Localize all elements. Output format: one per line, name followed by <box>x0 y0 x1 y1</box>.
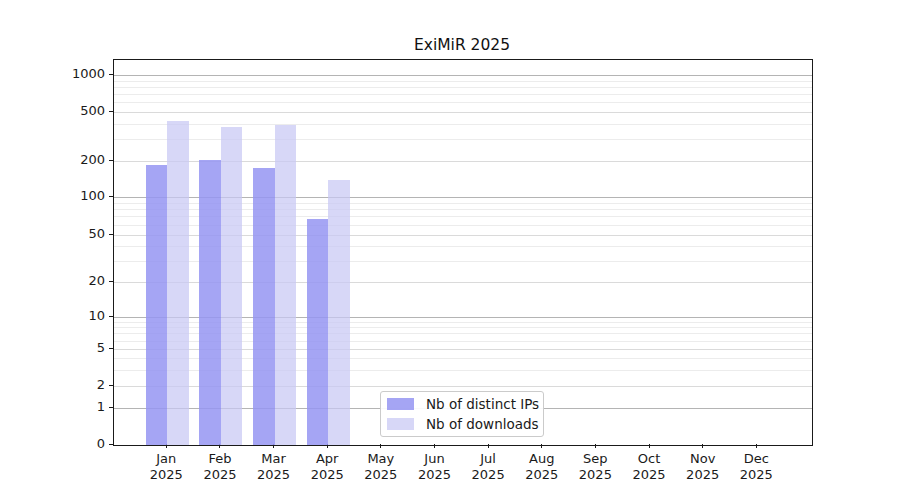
chart-title: ExiMiR 2025 <box>113 36 811 54</box>
x-tick-year: 2025 <box>460 467 516 483</box>
bar-apr-distinct-ips <box>307 219 329 445</box>
y-tick-mark-100 <box>109 196 113 197</box>
bar-feb-downloads <box>221 127 243 445</box>
x-tick-year: 2025 <box>138 467 194 483</box>
legend: Nb of distinct IPs Nb of downloads <box>380 391 544 437</box>
y-tick-mark-1000 <box>109 74 113 75</box>
x-tick-label-9: Oct2025 <box>621 451 677 483</box>
x-tick-label-4: May2025 <box>353 451 409 483</box>
x-tick-label-6: Jul2025 <box>460 451 516 483</box>
x-tick-year: 2025 <box>567 467 623 483</box>
x-tick-label-10: Nov2025 <box>675 451 731 483</box>
y-tick-mark-200 <box>109 160 113 161</box>
legend-label: Nb of downloads <box>426 416 539 432</box>
x-tick-month: Aug <box>514 451 570 467</box>
minor-gridline-y-900 <box>114 81 812 82</box>
x-tick-month: Apr <box>299 451 355 467</box>
x-tick-label-1: Feb2025 <box>192 451 248 483</box>
y-tick-label-100: 100 <box>53 187 105 205</box>
x-tick-mark-7 <box>541 444 542 448</box>
y-tick-label-500: 500 <box>53 102 105 120</box>
x-tick-label-3: Apr2025 <box>299 451 355 483</box>
major-gridline-y-1000 <box>114 75 812 76</box>
y-tick-mark-1 <box>109 407 113 408</box>
y-tick-label-200: 200 <box>53 151 105 169</box>
x-tick-year: 2025 <box>621 467 677 483</box>
plot-area <box>113 59 813 446</box>
minor-gridline-y-400 <box>114 124 812 125</box>
x-tick-year: 2025 <box>728 467 784 483</box>
legend-entry-downloads: Nb of downloads <box>387 416 537 433</box>
x-tick-month: Nov <box>675 451 731 467</box>
y-tick-label-0: 0 <box>53 435 105 453</box>
bar-chart-figure: ExiMiR 2025 01251020501002005001000 Jan2… <box>0 0 900 500</box>
legend-swatch-icon <box>387 398 414 410</box>
x-tick-month: Mar <box>246 451 302 467</box>
x-tick-label-5: Jun2025 <box>406 451 462 483</box>
x-tick-mark-5 <box>434 444 435 448</box>
x-tick-mark-10 <box>702 444 703 448</box>
bar-jan-downloads <box>167 121 189 445</box>
x-tick-label-2: Mar2025 <box>246 451 302 483</box>
x-tick-mark-8 <box>595 444 596 448</box>
x-tick-month: Jun <box>406 451 462 467</box>
y-tick-mark-2 <box>109 385 113 386</box>
y-tick-mark-500 <box>109 111 113 112</box>
y-tick-label-50: 50 <box>53 225 105 243</box>
x-tick-year: 2025 <box>299 467 355 483</box>
y-tick-mark-10 <box>109 316 113 317</box>
x-tick-mark-9 <box>649 444 650 448</box>
minor-gridline-y-300 <box>114 139 812 140</box>
x-tick-year: 2025 <box>514 467 570 483</box>
y-tick-mark-20 <box>109 281 113 282</box>
x-tick-year: 2025 <box>192 467 248 483</box>
x-tick-month: Oct <box>621 451 677 467</box>
bar-apr-downloads <box>328 180 350 445</box>
x-tick-year: 2025 <box>353 467 409 483</box>
minor-gridline-y-800 <box>114 87 812 88</box>
bar-mar-downloads <box>275 125 297 445</box>
bar-mar-distinct-ips <box>253 168 275 445</box>
legend-label: Nb of distinct IPs <box>426 396 539 412</box>
x-tick-year: 2025 <box>406 467 462 483</box>
minor-gridline-y-700 <box>114 94 812 95</box>
x-tick-month: Dec <box>728 451 784 467</box>
x-tick-label-11: Dec2025 <box>728 451 784 483</box>
y-tick-mark-0 <box>109 444 113 445</box>
minor-gridline-y-600 <box>114 102 812 103</box>
y-tick-label-5: 5 <box>53 339 105 357</box>
x-tick-label-8: Sep2025 <box>567 451 623 483</box>
x-tick-month: Feb <box>192 451 248 467</box>
legend-entry-distinct-ips: Nb of distinct IPs <box>387 396 537 413</box>
x-tick-month: May <box>353 451 409 467</box>
legend-swatch-icon <box>387 418 414 430</box>
gridline-y-500 <box>114 112 812 113</box>
x-tick-month: Sep <box>567 451 623 467</box>
x-tick-month: Jan <box>138 451 194 467</box>
x-tick-label-7: Aug2025 <box>514 451 570 483</box>
y-tick-mark-5 <box>109 348 113 349</box>
y-tick-label-1: 1 <box>53 398 105 416</box>
x-tick-mark-4 <box>380 444 381 448</box>
y-tick-mark-50 <box>109 234 113 235</box>
y-tick-label-20: 20 <box>53 272 105 290</box>
y-tick-label-10: 10 <box>53 307 105 325</box>
y-tick-label-1000: 1000 <box>53 65 105 83</box>
x-tick-label-0: Jan2025 <box>138 451 194 483</box>
bar-feb-distinct-ips <box>199 160 221 445</box>
x-tick-mark-6 <box>488 444 489 448</box>
y-tick-label-2: 2 <box>53 376 105 394</box>
x-tick-month: Jul <box>460 451 516 467</box>
x-tick-year: 2025 <box>675 467 731 483</box>
x-tick-year: 2025 <box>246 467 302 483</box>
bar-jan-distinct-ips <box>146 165 168 445</box>
x-tick-mark-11 <box>756 444 757 448</box>
